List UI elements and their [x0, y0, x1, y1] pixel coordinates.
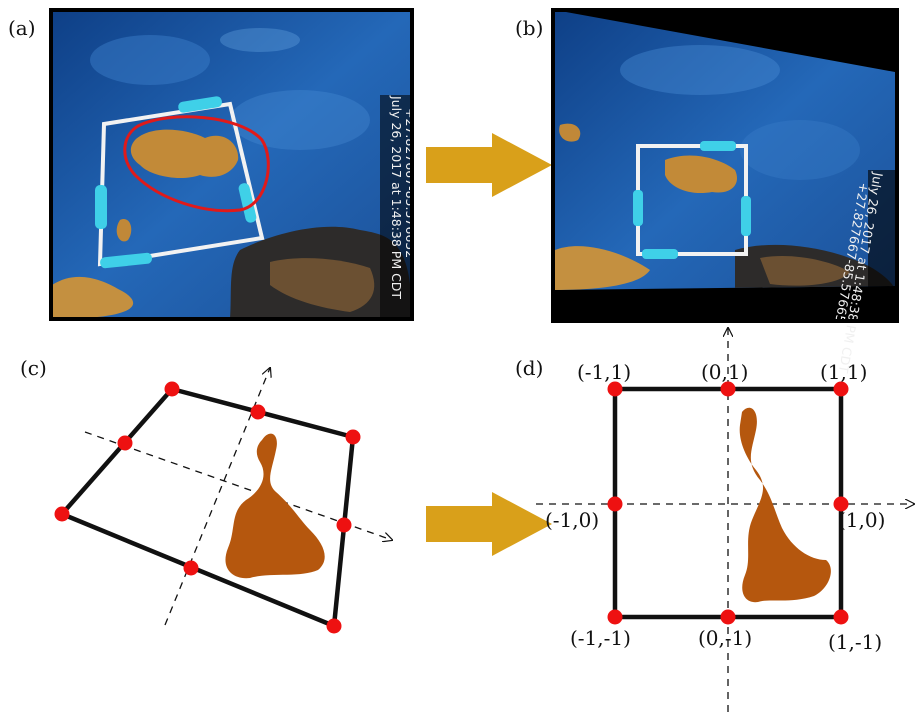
- seaweed-patch-main: [130, 129, 239, 179]
- control-point: [833, 381, 849, 397]
- coord-label-top-left: (-1,1): [577, 360, 631, 384]
- photo-timestamp: July 26, 2017 at 1:48:38 PM CDT: [389, 95, 404, 299]
- axis-distorted-horizontal: [84, 431, 392, 540]
- control-point: [607, 496, 623, 512]
- seaweed-shape-normalized: [739, 407, 831, 603]
- schematic-normalized: (-1,1) (0,1) (1,1) (-1,0) (1,0) (-1,-1) …: [536, 328, 914, 712]
- control-point: [183, 560, 199, 576]
- panel-label-c: (c): [20, 356, 47, 380]
- coord-label-middle-right: (1,0): [838, 508, 885, 532]
- panel-label-b: (b): [515, 16, 543, 40]
- schematic-distorted: [54, 368, 393, 634]
- control-point: [164, 381, 180, 397]
- arrow-c-to-d: [426, 492, 552, 556]
- photo-original: July 26, 2017 at 1:48:38 PM CDT +27.8276…: [49, 8, 418, 321]
- seaweed-shape-distorted: [225, 433, 325, 579]
- control-points-normalized: [607, 381, 849, 625]
- control-point: [250, 404, 266, 420]
- coord-label-bottom-left: (-1,-1): [570, 626, 631, 650]
- seaweed-highlight-outline: [123, 115, 270, 213]
- control-point: [720, 609, 736, 625]
- quadrat-outline-distorted: [58, 386, 356, 630]
- coord-label-top-right: (1,1): [820, 360, 867, 384]
- panel-label-d: (d): [515, 356, 543, 380]
- control-point: [720, 381, 736, 397]
- control-point: [326, 618, 342, 634]
- control-points-distorted: [54, 381, 361, 634]
- control-point: [117, 435, 133, 451]
- arrow-a-to-b: [426, 133, 552, 197]
- panel-label-a: (a): [8, 16, 36, 40]
- coord-label-top-center: (0,1): [701, 360, 748, 384]
- control-point: [54, 506, 70, 522]
- coord-label-middle-left: (-1,0): [545, 508, 599, 532]
- coord-label-bottom-right: (1,-1): [828, 630, 882, 654]
- control-point: [607, 381, 623, 397]
- control-point: [336, 517, 352, 533]
- coord-label-bottom-center: (0,-1): [698, 626, 752, 650]
- control-point: [607, 609, 623, 625]
- control-point: [345, 429, 361, 445]
- control-point: [833, 496, 849, 512]
- control-point: [833, 609, 849, 625]
- photo-rectified: July 26, 2017 at 1:48:38 PM CDT +27.8276…: [551, 8, 899, 374]
- photo-coordinates: +27.827667-85.576652: [403, 108, 418, 258]
